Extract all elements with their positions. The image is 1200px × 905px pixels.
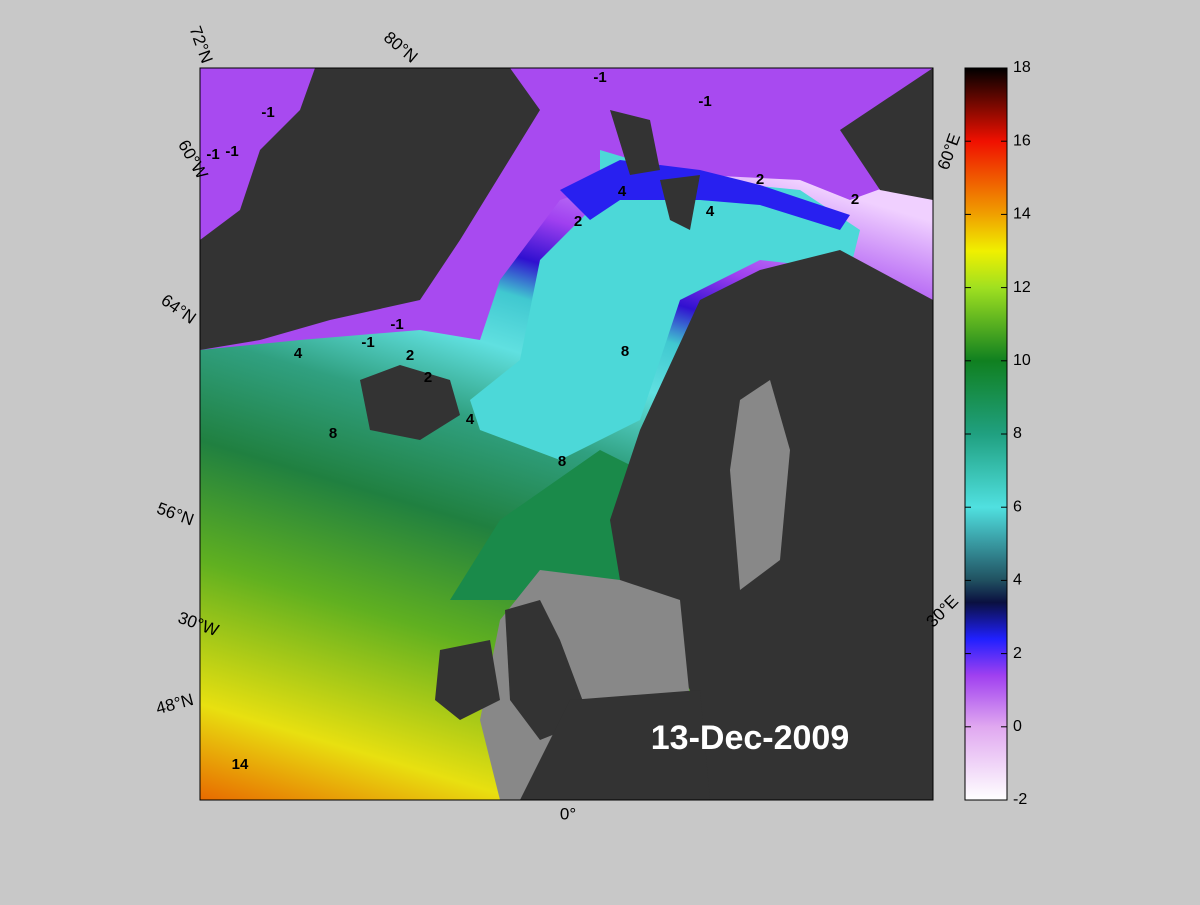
contour-label: 2: [851, 191, 859, 208]
map-labels: 72°N 80°N60°W64°N56°N30°W48°N0°30°E60°E-1…: [154, 24, 964, 824]
contour-label: 4: [618, 183, 627, 200]
graticule-label: 64°N: [158, 290, 200, 327]
contour-label: 4: [294, 345, 303, 362]
contour-label: 2: [574, 213, 582, 230]
front: [560, 160, 850, 230]
greenland: [200, 68, 540, 350]
contour-label: 14: [232, 756, 249, 773]
colorbar-tick-label: 2: [1013, 645, 1022, 662]
warm-current: [470, 150, 860, 460]
contour-label: 2: [424, 369, 432, 386]
graticule-label: 72°N: [186, 24, 217, 66]
contour-label: -1: [361, 334, 374, 351]
colorbar-tick-label: -2: [1013, 791, 1027, 808]
colorbar-tick-label: 8: [1013, 425, 1022, 442]
contour-label: 2: [756, 171, 764, 188]
contour-label: 4: [466, 411, 475, 428]
contour-label: 4: [706, 203, 715, 220]
colorbar-tick-label: 16: [1013, 132, 1031, 149]
contour-label: 8: [558, 453, 566, 470]
colorbar-tick-label: 18: [1013, 59, 1031, 76]
graticule-label: 60°E: [934, 131, 965, 172]
graticule-label: 0°: [560, 804, 576, 823]
graticule-label: 48°N: [154, 690, 196, 718]
iceland: [360, 365, 460, 440]
ireland: [435, 640, 500, 720]
svalbard: [610, 110, 700, 230]
russia-north: [840, 68, 933, 200]
continent: [520, 690, 710, 800]
contour-label: -1: [206, 146, 219, 163]
colorbar-tick-label: 6: [1013, 498, 1022, 515]
colorbar-scale: [964, 67, 1008, 801]
colorbar-tick-label: 12: [1013, 279, 1031, 296]
contour-label: -1: [593, 69, 606, 86]
map: 72°N 80°N60°W64°N56°N30°W48°N0°30°E60°E-1…: [154, 24, 964, 824]
contour-label: -1: [261, 104, 274, 121]
colorbar: -2 0 2 4 6 8 10 12 14 16 18: [964, 59, 1031, 808]
graticule-label: 80°N: [380, 28, 421, 67]
colorbar-tick-label: 4: [1013, 572, 1022, 589]
date-label: 13-Dec-2009: [651, 719, 849, 757]
contour-label: 8: [329, 425, 337, 442]
contour-label: 8: [621, 343, 629, 360]
colorbar-tick-label: 14: [1013, 206, 1031, 223]
contour-label: -1: [698, 93, 711, 110]
colorbar-tick-label: 0: [1013, 718, 1022, 735]
contour-label: -1: [390, 316, 403, 333]
map-frame: [199, 67, 934, 801]
contour-label: -1: [225, 143, 238, 160]
contour-label: 2: [406, 347, 414, 364]
baltic-sea: [730, 380, 790, 590]
colorbar-tick-label: 10: [1013, 352, 1031, 369]
graticule-label: 56°N: [154, 499, 196, 530]
